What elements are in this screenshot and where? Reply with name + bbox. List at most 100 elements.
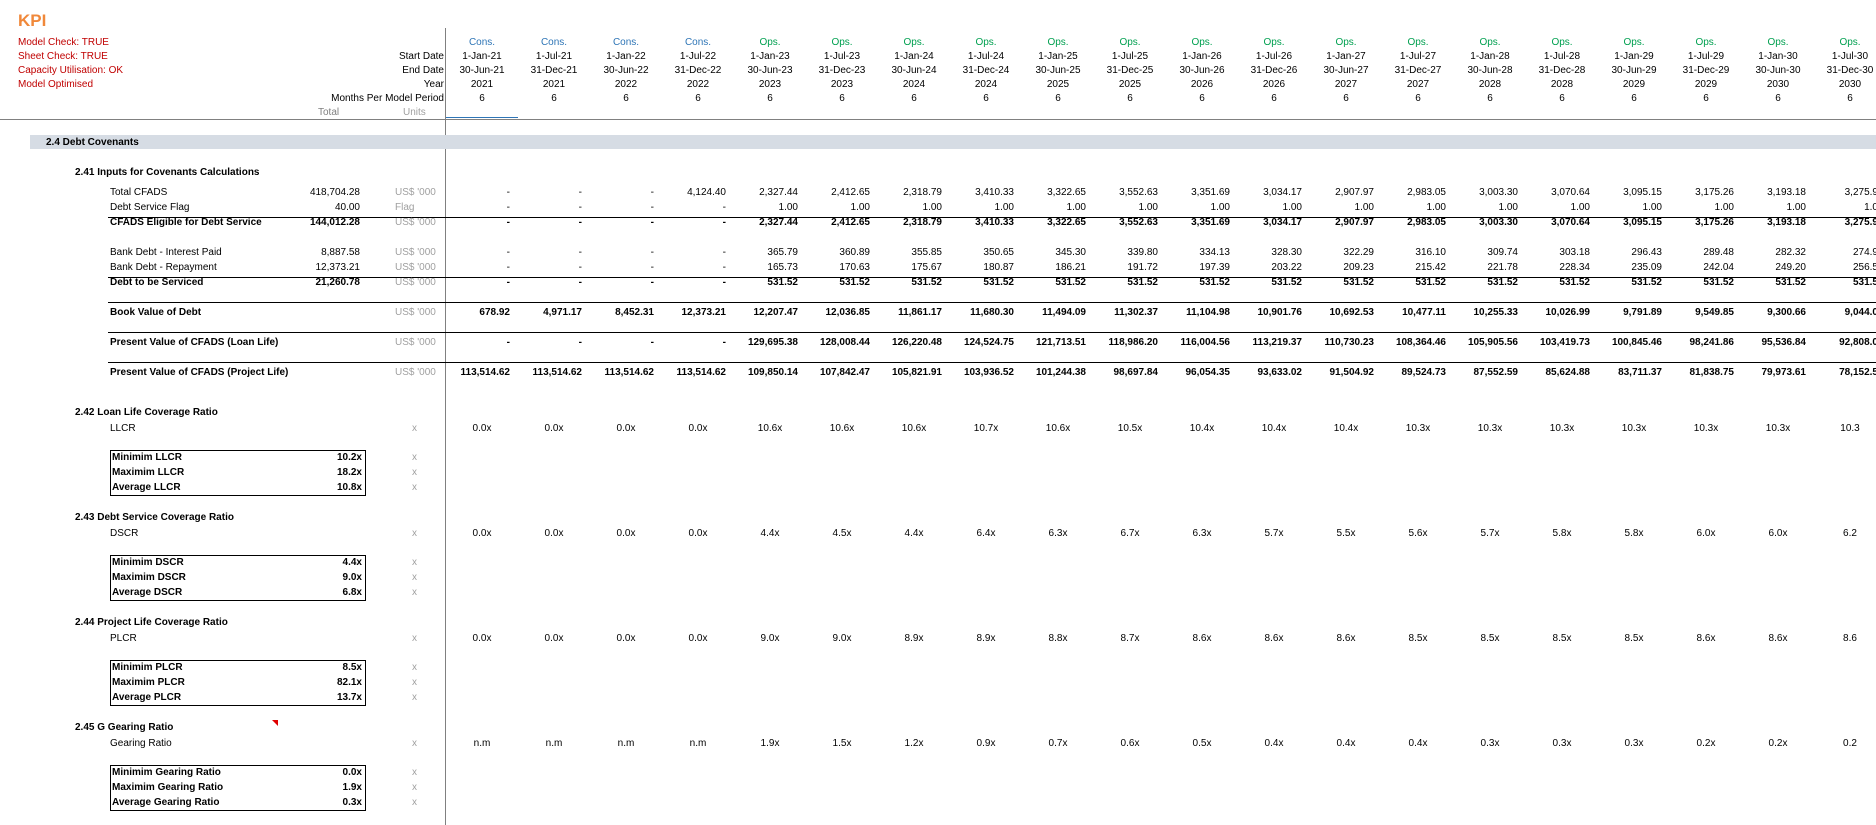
row-total: 418,704.28 [309, 187, 360, 198]
row-value: 249.20 [1775, 262, 1806, 273]
row-value: 2,983.05 [1407, 217, 1446, 228]
active-column-marker [446, 117, 518, 118]
row-value: 8.5x [1408, 633, 1428, 644]
period-phase: Cons. [684, 37, 712, 48]
row-value: - [578, 187, 582, 198]
summary-value: 4.4x [342, 557, 362, 568]
period-year: 2028 [1478, 79, 1502, 90]
period-year: 2027 [1334, 79, 1358, 90]
row-value: 2,318.79 [903, 187, 942, 198]
row-value: 0.0x [688, 423, 708, 434]
row-value: 78,152.5 [1839, 367, 1876, 378]
row-value: 531.52 [1343, 277, 1374, 288]
summary-units: x [412, 797, 417, 808]
subsection-245: 2.45 G Gearing Ratio [75, 722, 174, 733]
row-value: 355.85 [911, 247, 942, 258]
row-value: 5.8x [1624, 528, 1644, 539]
row-total: 12,373.21 [315, 262, 361, 273]
row-value: 6.4x [976, 528, 996, 539]
row-value: 274.9 [1852, 247, 1876, 258]
period-end: 31-Dec-27 [1394, 65, 1442, 76]
period-start: 1-Jan-27 [1326, 51, 1366, 62]
period-months: 6 [911, 93, 917, 104]
row-value: 8.8x [1048, 633, 1068, 644]
period-end: 31-Dec-29 [1682, 65, 1730, 76]
row-value: - [578, 262, 582, 273]
period-year: 2029 [1622, 79, 1646, 90]
row-value: 3,034.17 [1263, 217, 1302, 228]
row-value: 113,514.62 [460, 367, 511, 378]
summary-label: Average DSCR [112, 587, 183, 598]
row-value: 8.5x [1552, 633, 1572, 644]
summary-value: 10.8x [336, 482, 362, 493]
row-value: 1.00 [922, 202, 942, 213]
period-months: 6 [1487, 93, 1493, 104]
row-value: - [722, 277, 726, 288]
row-label: LLCR [110, 423, 136, 434]
row-value: 678.92 [479, 307, 510, 318]
period-year: 2023 [830, 79, 854, 90]
row-value: 10.4x [1189, 423, 1215, 434]
period-phase: Ops. [1119, 37, 1141, 48]
row-total: 8,887.58 [321, 247, 360, 258]
row-value: - [578, 202, 582, 213]
row-value: 531.52 [1415, 277, 1446, 288]
row-value: 128,008.44 [819, 337, 870, 348]
row-value: 6.0x [1768, 528, 1788, 539]
row-label: Total CFADS [110, 187, 168, 198]
period-phase: Ops. [1407, 37, 1429, 48]
period-phase: Ops. [1767, 37, 1789, 48]
period-months: 6 [1559, 93, 1565, 104]
row-value: 124,524.75 [963, 337, 1014, 348]
row-value: 360.89 [839, 247, 870, 258]
period-start: 1-Jul-27 [1399, 51, 1437, 62]
row-value: 121,713.51 [1035, 337, 1086, 348]
row-units: x [412, 423, 417, 434]
comment-marker-icon[interactable] [272, 720, 278, 726]
row-value: 10.3x [1693, 423, 1719, 434]
summary-value: 1.9x [342, 782, 362, 793]
months-label: Months Per Model Period [331, 93, 444, 104]
row-value: 2,318.79 [903, 217, 942, 228]
summary-label: Average LLCR [112, 482, 181, 493]
row-units: US$ '000 [395, 247, 436, 258]
period-start: 1-Jul-26 [1255, 51, 1293, 62]
period-start: 1-Jan-24 [894, 51, 934, 62]
row-value: 2,412.65 [831, 187, 870, 198]
row-value: 531.52 [1775, 277, 1806, 288]
row-value: 3,552.63 [1119, 187, 1158, 198]
period-months: 6 [1415, 93, 1421, 104]
row-value: 339.80 [1127, 247, 1158, 258]
period-phase: Cons. [612, 37, 640, 48]
row-value: 0.6x [1120, 738, 1140, 749]
row-value: 109,850.14 [747, 367, 798, 378]
row-value: 12,036.85 [825, 307, 871, 318]
row-value: - [722, 262, 726, 273]
row-value: 1.2x [904, 738, 924, 749]
row-value: 316.10 [1415, 247, 1446, 258]
row-value: 118,986.20 [1108, 337, 1159, 348]
row-value: 8.9x [976, 633, 996, 644]
row-label: Present Value of CFADS (Project Life) [110, 367, 289, 378]
period-end: 31-Dec-21 [530, 65, 578, 76]
period-end: 30-Jun-30 [1755, 65, 1801, 76]
row-value: 3,175.26 [1695, 217, 1734, 228]
row-value: - [650, 217, 654, 228]
row-value: 0.3x [1480, 738, 1500, 749]
period-start: 1-Jul-28 [1543, 51, 1581, 62]
row-value: - [722, 217, 726, 228]
row-value: 10,026.99 [1545, 307, 1591, 318]
frozen-pane-divider [445, 28, 446, 825]
period-end: 31-Dec-28 [1538, 65, 1586, 76]
row-value: 113,514.62 [532, 367, 583, 378]
period-start: 1-Jan-30 [1758, 51, 1798, 62]
row-label: DSCR [110, 528, 139, 539]
section-bar [30, 135, 1876, 149]
row-value: 289.48 [1703, 247, 1734, 258]
row-value: - [650, 337, 654, 348]
period-year: 2030 [1838, 79, 1862, 90]
row-units: Flag [395, 202, 415, 213]
period-end: 30-Jun-22 [603, 65, 649, 76]
summary-value: 0.3x [342, 797, 362, 808]
row-total: 40.00 [334, 202, 360, 213]
